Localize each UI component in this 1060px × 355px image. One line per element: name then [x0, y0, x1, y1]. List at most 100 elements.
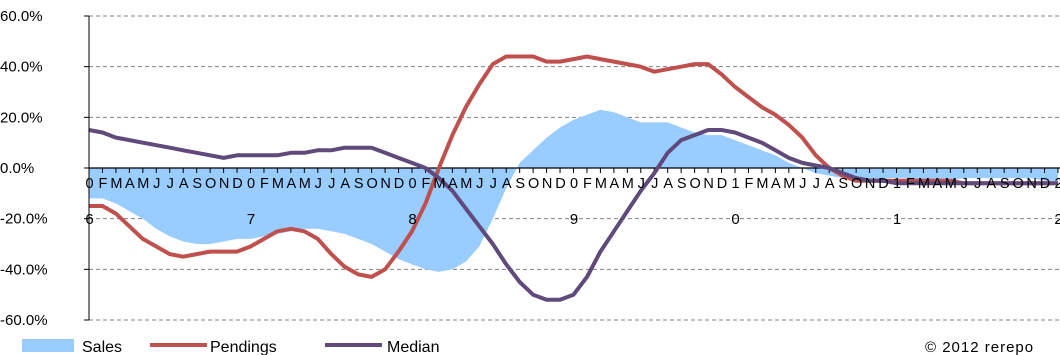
- series-pendings-line: [89, 54, 1058, 279]
- x-month-label: M: [945, 176, 957, 192]
- x-month-label: A: [933, 176, 943, 192]
- x-month-label: 0: [408, 176, 416, 192]
- x-month-label: A: [986, 176, 996, 192]
- x-month-label: M: [595, 176, 607, 192]
- legend: Sales Pendings Median: [22, 339, 439, 355]
- x-month-label: S: [192, 176, 202, 192]
- x-year-label: 1: [893, 211, 901, 228]
- x-month-label: N: [1026, 176, 1036, 192]
- x-month-label: O: [689, 176, 700, 192]
- y-tick-label: 20.0%: [0, 109, 43, 126]
- x-month-label: J: [813, 176, 820, 192]
- x-month-label: N: [703, 176, 713, 192]
- series-sales-area: [89, 109, 1058, 272]
- x-month-label: M: [756, 176, 768, 192]
- x-month-label: F: [583, 176, 592, 192]
- x-month-label: M: [137, 176, 149, 192]
- x-month-label: M: [783, 176, 795, 192]
- x-month-label: S: [515, 176, 525, 192]
- x-month-label: D: [232, 176, 242, 192]
- x-month-label: J: [651, 176, 658, 192]
- x-month-label: 0: [85, 176, 93, 192]
- x-month-label: J: [167, 176, 174, 192]
- x-year-label: 2: [1054, 211, 1060, 228]
- x-month-label: M: [110, 176, 122, 192]
- x-month-label: J: [476, 176, 483, 192]
- x-month-label: O: [205, 176, 216, 192]
- x-year-label: 7: [247, 211, 255, 228]
- x-month-label: J: [153, 176, 160, 192]
- x-month-label: A: [771, 176, 781, 192]
- legend-pendings-label: Pendings: [210, 339, 277, 355]
- y-tick-label: 60.0%: [0, 8, 43, 25]
- x-month-label: 1: [893, 176, 901, 192]
- x-month-label: D: [717, 176, 727, 192]
- x-month-label: J: [799, 176, 806, 192]
- copyright-credit: © 2012 rerepo: [925, 339, 1034, 355]
- x-month-label: M: [918, 176, 930, 192]
- x-year-label: 8: [408, 211, 416, 228]
- x-month-label: F: [422, 176, 431, 192]
- y-tick-label: -60.0%: [0, 312, 48, 329]
- x-month-label: J: [961, 176, 968, 192]
- x-month-label: 1: [731, 176, 739, 192]
- y-axis-tick-labels: 60.0% 40.0% 20.0% 0.0% -20.0% -40.0% -60.0%: [0, 8, 89, 329]
- x-month-label: D: [1040, 176, 1050, 192]
- x-month-label: M: [299, 176, 311, 192]
- x-month-label: A: [825, 176, 835, 192]
- x-month-label: O: [528, 176, 539, 192]
- x-month-label: N: [865, 176, 875, 192]
- legend-sales-swatch: [22, 339, 74, 352]
- x-month-label: F: [745, 176, 754, 192]
- x-month-label: N: [219, 176, 229, 192]
- x-month-label: N: [542, 176, 552, 192]
- x-month-label: D: [394, 176, 404, 192]
- x-month-label: S: [354, 176, 364, 192]
- x-month-label: D: [878, 176, 888, 192]
- x-month-label: S: [1000, 176, 1010, 192]
- x-month-label: M: [622, 176, 634, 192]
- x-month-label: A: [340, 176, 350, 192]
- x-month-label: D: [555, 176, 565, 192]
- x-year-label: 6: [85, 211, 93, 228]
- x-month-label: M: [433, 176, 445, 192]
- x-month-label: 0: [247, 176, 255, 192]
- x-month-label: F: [906, 176, 915, 192]
- y-tick-label: -40.0%: [0, 261, 48, 278]
- x-month-label: A: [179, 176, 189, 192]
- y-tick-label: 0.0%: [0, 160, 34, 177]
- x-month-label: A: [663, 176, 673, 192]
- x-month-label: S: [838, 176, 848, 192]
- x-month-label: O: [1012, 176, 1023, 192]
- x-month-label: A: [448, 176, 458, 192]
- x-month-label: O: [851, 176, 862, 192]
- x-axis-ticks: [88, 168, 1059, 173]
- x-month-label: J: [638, 176, 645, 192]
- x-month-label: A: [287, 176, 297, 192]
- x-year-label: 9: [570, 211, 578, 228]
- y-tick-label: -20.0%: [0, 211, 48, 228]
- x-axis-year-labels: 6 7 8 9 0 1 2: [85, 211, 1060, 228]
- x-month-label: M: [460, 176, 472, 192]
- x-month-label: 2: [1054, 176, 1060, 192]
- x-month-label: 0: [570, 176, 578, 192]
- x-month-label: S: [677, 176, 687, 192]
- x-month-label: J: [974, 176, 981, 192]
- x-month-label: J: [490, 176, 497, 192]
- x-month-label: N: [380, 176, 390, 192]
- legend-sales-label: Sales: [82, 339, 122, 355]
- x-month-label: F: [260, 176, 269, 192]
- x-month-label: F: [99, 176, 108, 192]
- series-median-line: [88, 128, 1058, 302]
- legend-median-label: Median: [387, 339, 439, 355]
- x-month-label: M: [272, 176, 284, 192]
- x-month-label: O: [366, 176, 377, 192]
- x-month-label: J: [315, 176, 322, 192]
- y-tick-label: 40.0%: [0, 59, 43, 76]
- x-year-label: 0: [731, 211, 739, 228]
- x-month-label: A: [502, 176, 512, 192]
- x-month-label: A: [610, 176, 620, 192]
- x-month-label: A: [125, 176, 135, 192]
